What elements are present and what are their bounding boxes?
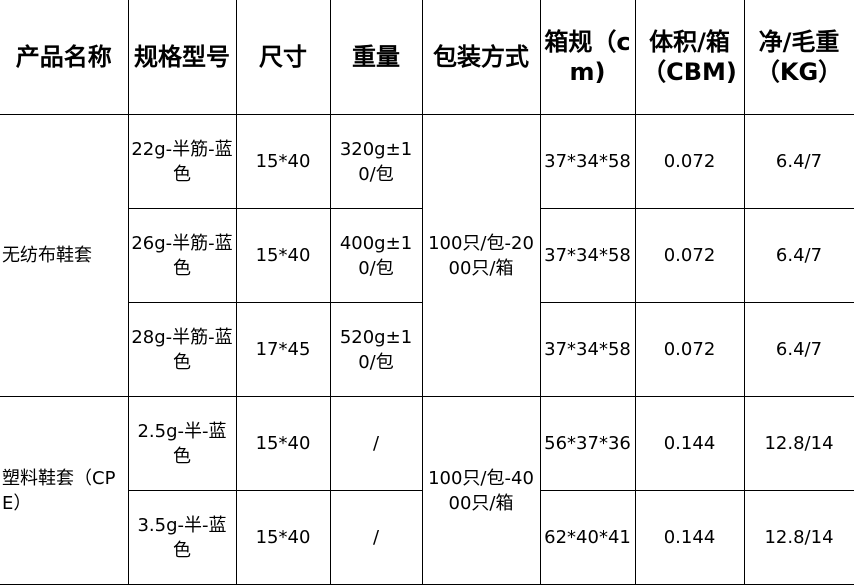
header-row: 产品名称 规格型号 尺寸 重量 包装方式 箱规（cm) 体积/箱（CBM) 净/… bbox=[0, 0, 854, 115]
weight: 520g±10/包 bbox=[329, 302, 423, 397]
header-cbm: 体积/箱（CBM) bbox=[634, 0, 745, 115]
nw-gw: 6.4/7 bbox=[743, 114, 854, 209]
spec: 22g-半筋-蓝色 bbox=[127, 114, 237, 209]
table-row: 无纺布鞋套 22g-半筋-蓝色 15*40 320g±10/包 100只/包-2… bbox=[0, 114, 854, 397]
header-weight: 重量 bbox=[329, 0, 423, 115]
carton-size: 37*34*58 bbox=[539, 208, 636, 303]
spec: 2.5g-半-蓝色 bbox=[127, 396, 237, 491]
header-weight-nw-gw: 净/毛重（KG） bbox=[743, 0, 854, 115]
size: 17*45 bbox=[235, 302, 331, 397]
carton-size: 37*34*58 bbox=[539, 114, 636, 209]
header-size: 尺寸 bbox=[235, 0, 331, 115]
size: 15*40 bbox=[235, 490, 331, 585]
header-carton-size: 箱规（cm) bbox=[539, 0, 636, 115]
carton-size: 56*37*36 bbox=[539, 396, 636, 491]
cbm: 0.072 bbox=[634, 114, 745, 209]
nw-gw: 12.8/14 bbox=[743, 396, 854, 491]
cbm: 0.072 bbox=[634, 208, 745, 303]
weight: / bbox=[329, 396, 423, 491]
nw-gw: 12.8/14 bbox=[743, 490, 854, 585]
spec: 3.5g-半-蓝色 bbox=[128, 490, 237, 585]
nw-gw: 6.4/7 bbox=[743, 302, 854, 397]
spec: 26g-半筋-蓝色 bbox=[128, 208, 237, 303]
product-name: 塑料鞋套（CPE） bbox=[0, 396, 129, 585]
weight: 320g±10/包 bbox=[329, 114, 423, 209]
nw-gw: 6.4/7 bbox=[743, 208, 854, 303]
cbm: 0.072 bbox=[634, 302, 745, 397]
size: 15*40 bbox=[235, 208, 331, 303]
carton-size: 37*34*58 bbox=[539, 302, 636, 397]
carton-size: 62*40*41 bbox=[539, 490, 636, 585]
table-row: 28g-半筋-蓝色 17*45 520g±10/包 37*34*58 0.072… bbox=[0, 302, 854, 397]
packing: 100只/包-4000只/箱 bbox=[421, 396, 541, 585]
weight: 400g±10/包 bbox=[329, 208, 423, 303]
product-name: 无纺布鞋套 bbox=[0, 114, 129, 397]
packing: 100只/包-2000只/箱 bbox=[421, 114, 541, 397]
header-product-name: 产品名称 bbox=[0, 0, 129, 115]
table-row: 26g-半筋-蓝色 15*40 400g±10/包 37*34*58 0.072… bbox=[0, 208, 854, 303]
weight: / bbox=[329, 490, 423, 585]
cbm: 0.144 bbox=[634, 490, 745, 585]
cbm: 0.144 bbox=[634, 396, 745, 491]
size: 15*40 bbox=[235, 396, 331, 491]
spec: 28g-半筋-蓝色 bbox=[128, 302, 237, 397]
header-packing: 包装方式 bbox=[421, 0, 541, 115]
size: 15*40 bbox=[235, 114, 331, 209]
table-row: 塑料鞋套（CPE） 2.5g-半-蓝色 15*40 / 100只/包-4000只… bbox=[0, 396, 854, 585]
table-row: 3.5g-半-蓝色 15*40 / 62*40*41 0.144 12.8/14 bbox=[0, 490, 854, 585]
header-spec: 规格型号 bbox=[127, 0, 237, 115]
